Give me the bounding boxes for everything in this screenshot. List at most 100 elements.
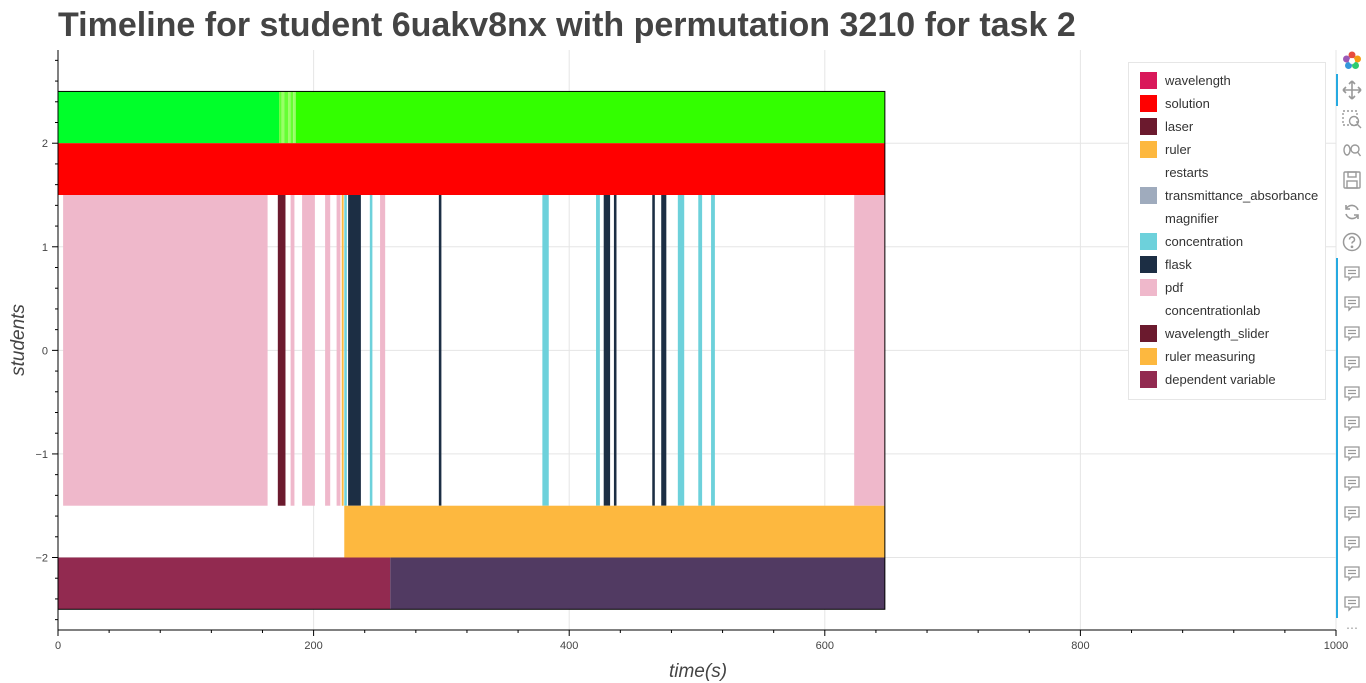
reset-icon[interactable]	[1340, 200, 1364, 224]
hover-tool-icon[interactable]	[1340, 382, 1364, 406]
bar-segment-concentration	[344, 195, 347, 506]
bar-segment-restarts	[288, 91, 291, 144]
hover-tool-icon[interactable]	[1340, 562, 1364, 586]
x-tick-label: 1000	[1324, 640, 1348, 652]
timeline-bars	[57, 90, 886, 610]
legend-label: ruler measuring	[1165, 349, 1256, 364]
legend-item[interactable]: ruler	[1129, 138, 1325, 161]
bar-segment-flask	[661, 195, 667, 506]
hover-tool-icon[interactable]	[1340, 412, 1364, 436]
legend-item[interactable]: solution	[1129, 92, 1325, 115]
bar-segment-pdf	[336, 195, 341, 506]
bar-segment-dependent-variable	[390, 557, 885, 610]
hover-tool-icon[interactable]	[1340, 442, 1364, 466]
legend-label: wavelength	[1165, 73, 1231, 88]
bar-segment-concentration	[711, 195, 715, 506]
bar-segment-flask	[603, 195, 611, 506]
legend[interactable]: wavelength solution laser ruler restarts tran…	[1128, 62, 1326, 400]
bar-segment-flask	[348, 195, 361, 506]
legend-swatch	[1140, 371, 1157, 388]
tick-labels: 0 200 400 600 800 1000 −2 −1 0 1 2	[35, 138, 1348, 652]
bar-segment-concentration	[698, 195, 703, 506]
legend-item[interactable]: wavelength_slider	[1129, 322, 1325, 345]
legend-item[interactable]: magnifier	[1129, 207, 1325, 230]
save-icon[interactable]	[1340, 168, 1364, 192]
bar-segment-flask	[438, 195, 442, 506]
legend-swatch	[1140, 72, 1157, 89]
legend-swatch	[1140, 279, 1157, 296]
legend-item[interactable]: transmittance_absorbance	[1129, 184, 1325, 207]
legend-item[interactable]: pdf	[1129, 276, 1325, 299]
legend-label: magnifier	[1165, 211, 1219, 226]
legend-item[interactable]: dependent variable	[1129, 368, 1325, 391]
bar-segment-flask	[613, 195, 617, 506]
legend-swatch	[1140, 302, 1157, 319]
bar-segment-restarts	[281, 91, 285, 144]
bar-segment-pdf	[290, 195, 295, 506]
legend-label: transmittance_absorbance	[1165, 188, 1319, 203]
legend-item[interactable]: flask	[1129, 253, 1325, 276]
axes	[52, 50, 1337, 636]
legend-swatch	[1140, 141, 1157, 158]
y-tick-label: −2	[35, 553, 48, 565]
legend-label: flask	[1165, 257, 1192, 272]
bar-segment-pdf	[380, 195, 386, 506]
bar-segment-restarts	[58, 91, 280, 144]
hover-tool-icon[interactable]	[1340, 352, 1364, 376]
legend-label: dependent variable	[1165, 372, 1276, 387]
bar-segment-flask	[652, 195, 655, 506]
bar-segment-concentration	[369, 195, 373, 506]
legend-swatch	[1140, 187, 1157, 204]
x-axis-label: time(s)	[669, 661, 727, 682]
hover-tool-icon[interactable]	[1340, 322, 1364, 346]
wheel-zoom-icon[interactable]	[1340, 138, 1364, 162]
legend-swatch	[1140, 118, 1157, 135]
x-tick-label: 200	[304, 640, 322, 652]
legend-swatch	[1140, 164, 1157, 181]
toolbar: ⋯	[1336, 48, 1366, 648]
hover-tool-icon[interactable]	[1340, 532, 1364, 556]
bar-segment-pdf	[325, 195, 331, 506]
legend-label: ruler	[1165, 142, 1192, 157]
hover-tool-icon[interactable]	[1340, 472, 1364, 496]
y-tick-label: −1	[35, 449, 48, 461]
more-tools-icon[interactable]: ⋯	[1346, 621, 1358, 635]
legend-item[interactable]: wavelength	[1129, 69, 1325, 92]
y-tick-label: 1	[42, 242, 48, 254]
bar-segment-ruler	[341, 195, 344, 506]
legend-item[interactable]: concentrationlab	[1129, 299, 1325, 322]
legend-item[interactable]: restarts	[1129, 161, 1325, 184]
bar-segment-pdf	[302, 195, 315, 506]
bar-segment-dependent-variable	[58, 557, 391, 610]
active-tool-indicator	[1336, 74, 1338, 106]
pan-icon[interactable]	[1340, 78, 1364, 102]
legend-item[interactable]: concentration	[1129, 230, 1325, 253]
legend-item[interactable]: laser	[1129, 115, 1325, 138]
bar-segment-concentration	[677, 195, 685, 506]
x-tick-label: 400	[560, 640, 578, 652]
x-tick-label: 0	[55, 640, 61, 652]
hover-tool-icon[interactable]	[1340, 262, 1364, 286]
bokeh-logo-icon[interactable]	[1340, 49, 1364, 73]
bar-segment-restarts	[284, 91, 289, 144]
legend-swatch	[1140, 325, 1157, 342]
help-icon[interactable]	[1340, 230, 1364, 254]
hover-tool-icon[interactable]	[1340, 592, 1364, 616]
hover-tool-icon[interactable]	[1340, 502, 1364, 526]
bar-segment-pdf	[63, 195, 268, 506]
legend-label: wavelength_slider	[1165, 326, 1270, 341]
legend-item[interactable]: ruler measuring	[1129, 345, 1325, 368]
bar-segment-laser	[277, 195, 286, 506]
bar-segment-concentration	[596, 195, 600, 506]
bar-segment-restarts	[293, 91, 296, 144]
bar-segment-restarts	[279, 91, 282, 144]
hover-tool-icon[interactable]	[1340, 292, 1364, 316]
bar-segment-restarts	[295, 91, 885, 144]
y-tick-label: 2	[42, 138, 48, 150]
legend-swatch	[1140, 210, 1157, 227]
x-tick-label: 600	[816, 640, 834, 652]
legend-label: pdf	[1165, 280, 1184, 295]
box-zoom-icon[interactable]	[1340, 108, 1364, 132]
bar-segment-pdf	[854, 195, 885, 506]
